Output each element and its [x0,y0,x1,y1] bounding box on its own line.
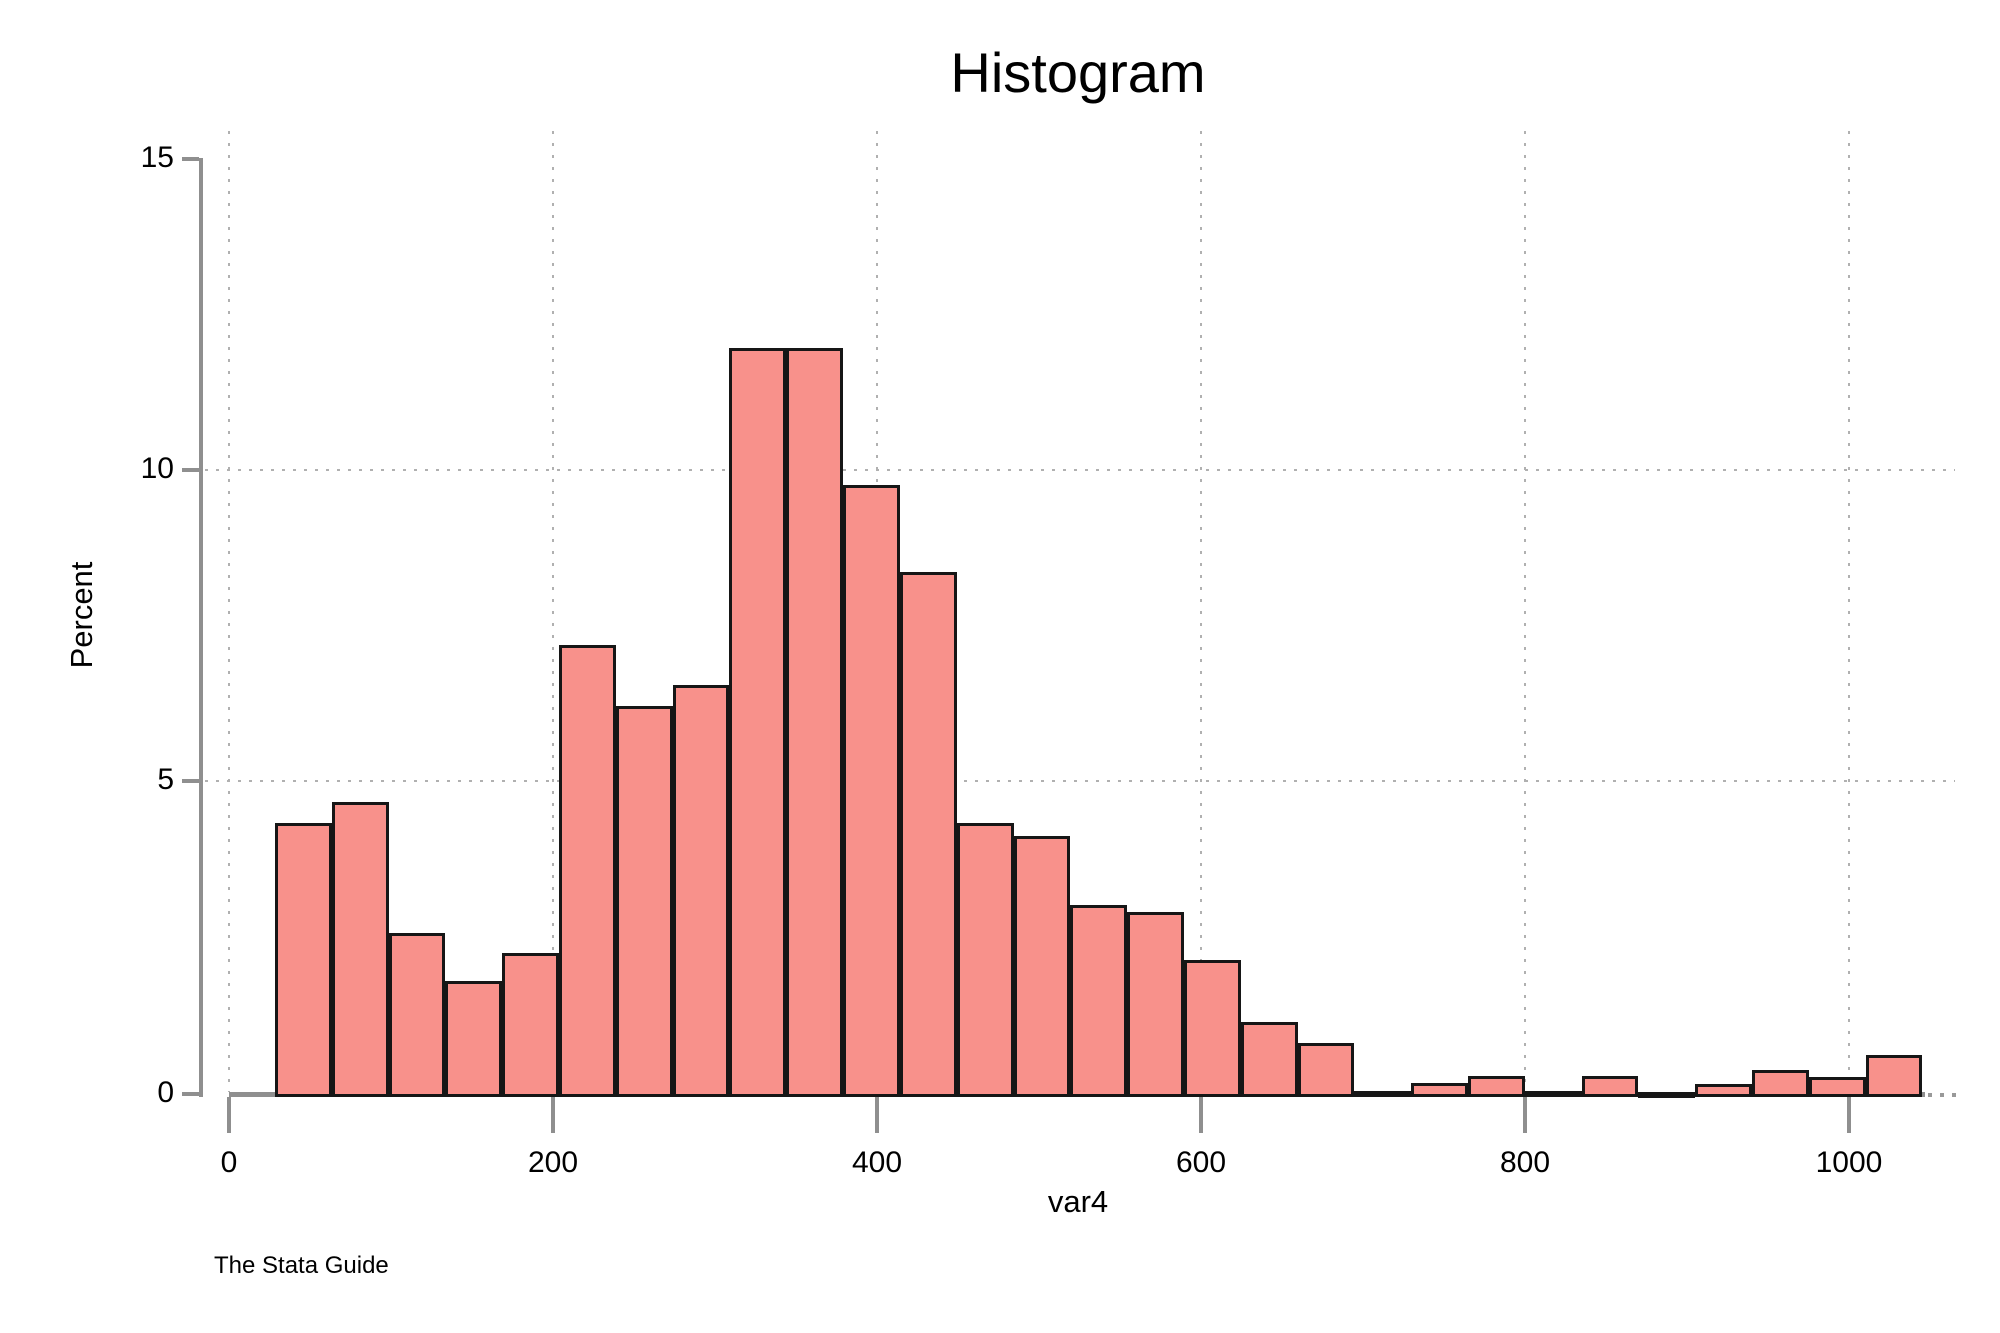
histogram-bar [1411,1082,1468,1097]
histogram-bar [1468,1075,1525,1097]
histogram-bar [1582,1075,1638,1097]
histogram-bar [445,980,502,1097]
y-tick-mark [182,779,199,783]
x-tick-label: 200 [527,1146,579,1179]
histogram-bar [1184,960,1241,1097]
histogram-bar [1752,1069,1809,1097]
histogram-bar [900,572,957,1097]
chart-title: Histogram [950,41,1206,104]
histogram-bar [559,644,616,1097]
histogram-bar [843,485,900,1097]
vertical-gridline [1524,131,1526,1092]
x-tick-label: 1000 [1815,1146,1883,1179]
vertical-gridline [1848,131,1850,1092]
x-tick-mark [227,1097,231,1133]
histogram-bar [957,822,1014,1097]
y-tick-label: 15 [140,141,174,174]
x-axis-title: var4 [1047,1184,1109,1219]
y-tick-label: 5 [157,763,174,796]
y-axis-title: Percent [64,561,99,669]
y-tick-mark [182,468,199,472]
histogram-bar [332,802,389,1097]
histogram-bar [1298,1042,1354,1097]
x-tick-mark [1199,1097,1203,1133]
x-tick-label: 600 [1175,1146,1227,1179]
x-tick-label: 400 [851,1146,903,1179]
y-axis-line [199,158,203,1097]
x-tick-mark [1847,1097,1851,1133]
histogram-bar [1127,911,1184,1097]
note-text: The Stata Guide [214,1252,389,1279]
vertical-gridline [1200,131,1202,1092]
histogram-bar [1241,1021,1298,1097]
y-tick-label: 10 [140,452,174,485]
histogram-bar [1638,1091,1695,1098]
histogram-bar [729,347,786,1097]
histogram-bar [502,952,559,1097]
x-tick-mark [1523,1097,1527,1133]
histogram-bar [1014,835,1070,1097]
x-axis-overflow-dashes [1928,1093,1960,1097]
histogram-bar [1070,904,1127,1097]
x-tick-mark [551,1097,555,1133]
vertical-gridline [552,131,554,1092]
histogram-bar [1809,1077,1866,1097]
y-tick-mark [182,157,199,161]
y-tick-label: 0 [157,1076,174,1109]
histogram-bar [673,684,729,1097]
x-tick-label: 0 [220,1146,238,1179]
histogram-bar [1354,1090,1411,1097]
histogram-bar [275,822,332,1097]
histogram-bar [1695,1084,1752,1097]
histogram-bar [389,932,445,1097]
x-tick-label: 800 [1499,1146,1551,1179]
x-tick-mark [875,1097,879,1133]
horizontal-gridline [205,469,1955,471]
histogram-bar [616,705,673,1097]
y-tick-mark [182,1092,199,1096]
histogram-bar [1866,1054,1922,1097]
vertical-gridline [228,131,230,1092]
horizontal-gridline [205,780,1955,782]
histogram-bar [786,347,843,1097]
histogram-bar [1525,1090,1582,1097]
